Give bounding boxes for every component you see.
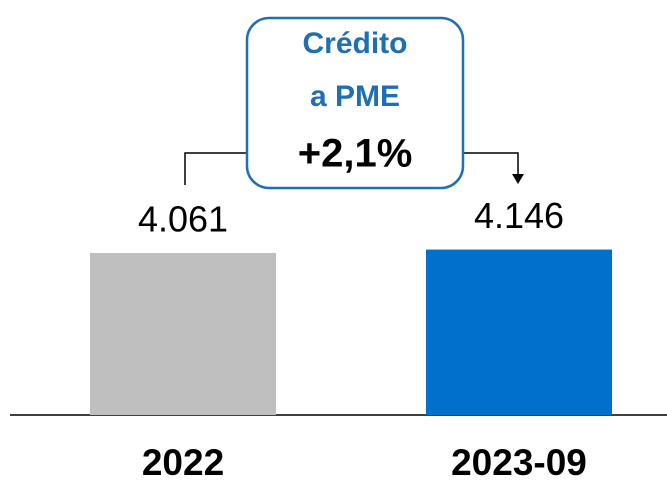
value-label: 4.061	[138, 198, 228, 239]
connector-right	[463, 152, 519, 176]
bar	[90, 252, 276, 415]
annotation-line: Crédito	[303, 27, 408, 60]
annotation-line: a PME	[310, 80, 400, 113]
annotation-box	[245, 16, 465, 190]
annotation-change: +2,1%	[298, 132, 413, 176]
connector-arrow	[512, 174, 524, 184]
x-tick-label: 2023-09	[451, 442, 587, 481]
value-label: 4.146	[474, 195, 564, 236]
x-tick-label: 2022	[142, 442, 224, 481]
bar	[426, 249, 612, 415]
connector-left	[184, 152, 247, 185]
